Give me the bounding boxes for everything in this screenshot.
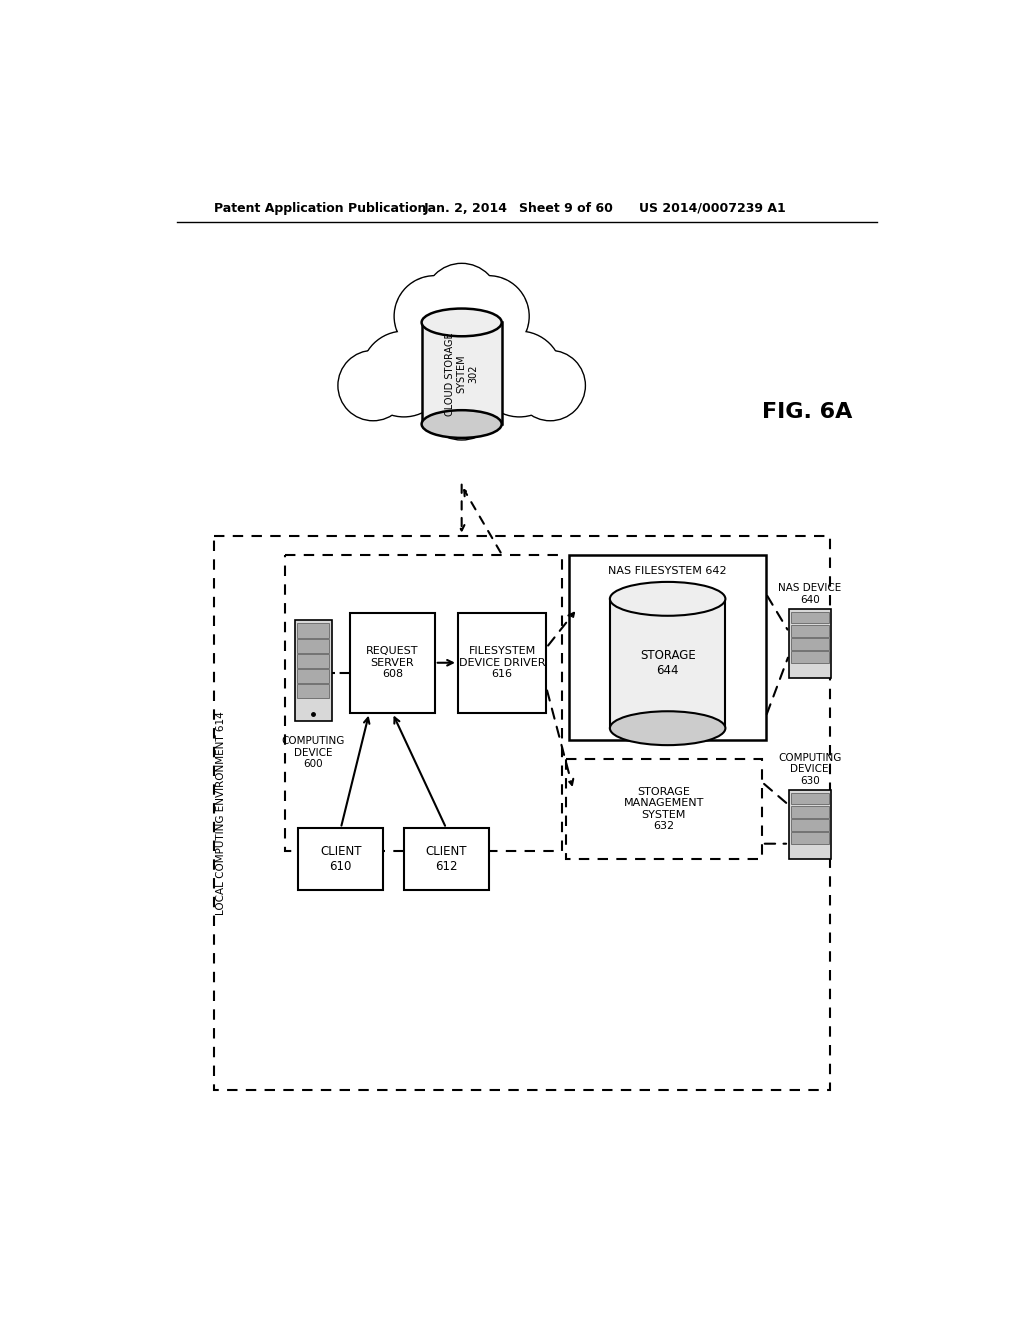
Bar	[792, 818, 829, 830]
Bar	[792, 807, 829, 817]
Bar	[285, 554, 562, 851]
Text: US 2014/0007239 A1: US 2014/0007239 A1	[639, 202, 785, 215]
Text: STORAGE
644: STORAGE 644	[640, 648, 695, 677]
Text: Sheet 9 of 60: Sheet 9 of 60	[519, 202, 613, 215]
Bar	[792, 651, 829, 663]
Text: REQUEST
SERVER
608: REQUEST SERVER 608	[367, 647, 419, 680]
Circle shape	[450, 277, 527, 355]
Circle shape	[516, 351, 584, 420]
Circle shape	[361, 331, 446, 416]
Text: Jan. 2, 2014: Jan. 2, 2014	[423, 202, 507, 215]
Bar	[610, 599, 725, 729]
Circle shape	[408, 305, 515, 413]
Bar	[792, 626, 829, 636]
Bar	[297, 669, 330, 682]
Circle shape	[424, 363, 500, 438]
Circle shape	[449, 276, 528, 356]
Bar	[297, 623, 330, 638]
Circle shape	[339, 351, 407, 420]
Bar	[788, 609, 831, 678]
Bar	[788, 789, 831, 859]
Text: COMPUTING
DEVICE
600: COMPUTING DEVICE 600	[282, 737, 345, 770]
Bar	[297, 684, 330, 698]
Circle shape	[477, 331, 562, 416]
Circle shape	[478, 333, 561, 416]
Bar	[792, 638, 829, 649]
Text: NAS FILESYSTEM 642: NAS FILESYSTEM 642	[608, 566, 727, 576]
Text: Patent Application Publication: Patent Application Publication	[214, 202, 426, 215]
Circle shape	[362, 333, 445, 416]
Ellipse shape	[422, 411, 502, 438]
Bar	[458, 612, 547, 713]
Bar	[297, 653, 330, 668]
Circle shape	[394, 276, 475, 356]
Text: CLIENT
612: CLIENT 612	[426, 845, 467, 873]
Text: CLOUD STORAGE
SYSTEM
302: CLOUD STORAGE SYSTEM 302	[445, 333, 478, 416]
Ellipse shape	[422, 309, 502, 337]
Bar	[792, 793, 829, 804]
Bar	[422, 322, 502, 424]
Text: LOCAL COMPUTING ENVIRONMENT 614: LOCAL COMPUTING ENVIRONMENT 614	[216, 711, 226, 915]
Ellipse shape	[610, 582, 725, 615]
Circle shape	[425, 264, 499, 338]
Circle shape	[339, 351, 408, 420]
Text: NAS DEVICE
640: NAS DEVICE 640	[778, 583, 842, 605]
Text: FIG. 6A: FIG. 6A	[762, 403, 852, 422]
Bar	[298, 829, 383, 890]
Bar	[565, 759, 762, 859]
Text: STORAGE
MANAGEMENT
SYSTEM
632: STORAGE MANAGEMENT SYSTEM 632	[624, 787, 703, 832]
Circle shape	[515, 351, 585, 420]
Bar	[792, 612, 829, 623]
Circle shape	[426, 265, 498, 337]
Circle shape	[409, 305, 515, 412]
Bar	[569, 554, 766, 739]
Text: COMPUTING
DEVICE
630: COMPUTING DEVICE 630	[778, 752, 842, 785]
Circle shape	[423, 363, 500, 440]
Text: CLIENT
610: CLIENT 610	[321, 845, 361, 873]
Bar	[350, 612, 435, 713]
Bar	[214, 536, 829, 1090]
Bar	[297, 639, 330, 653]
Bar	[295, 620, 332, 721]
Bar	[403, 829, 488, 890]
Text: FILESYSTEM
DEVICE DRIVER
616: FILESYSTEM DEVICE DRIVER 616	[459, 647, 546, 680]
Circle shape	[395, 277, 474, 355]
Ellipse shape	[610, 711, 725, 744]
Bar	[792, 832, 829, 843]
